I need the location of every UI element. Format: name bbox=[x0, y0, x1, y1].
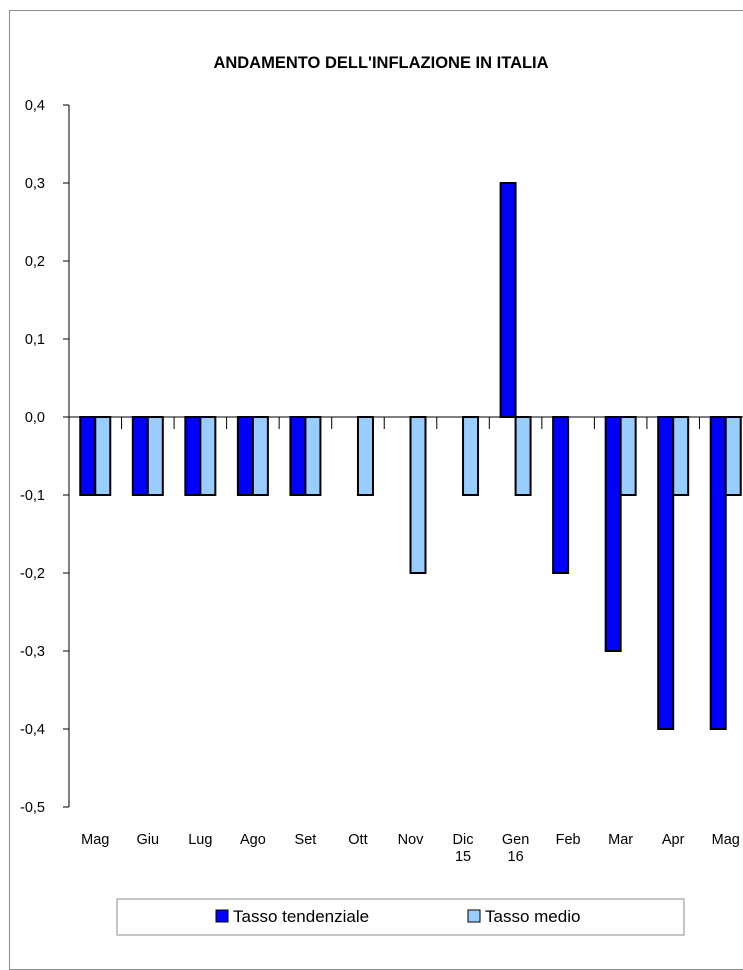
x-tick-label: Giu bbox=[137, 832, 160, 848]
bar-tasso-tendenziale bbox=[657, 416, 675, 730]
y-tick-label: 0,3 bbox=[25, 176, 45, 192]
bar-chart: ANDAMENTO DELL'INFLAZIONE IN ITALIA 0,40… bbox=[20, 54, 743, 936]
y-tick-label: -0,1 bbox=[20, 488, 45, 504]
x-tick-label: Set bbox=[295, 832, 317, 848]
y-tick-label: 0,2 bbox=[25, 254, 45, 270]
y-tick-label: -0,3 bbox=[20, 644, 45, 660]
bar-tasso-tendenziale bbox=[131, 416, 149, 496]
bar-tasso-tendenziale bbox=[289, 416, 307, 496]
legend-box bbox=[116, 898, 685, 936]
legend-swatch bbox=[215, 909, 229, 923]
x-tick-label: Lug bbox=[188, 832, 212, 848]
bar-tasso-tendenziale bbox=[79, 416, 97, 496]
y-tick-label: -0,5 bbox=[20, 800, 45, 816]
x-tick-label: Gen bbox=[502, 832, 529, 848]
bar-tasso-tendenziale bbox=[709, 416, 727, 730]
legend-swatch bbox=[467, 909, 481, 923]
x-tick-label: Ago bbox=[240, 832, 266, 848]
x-tick-label: Mag bbox=[712, 832, 740, 848]
bar-tasso-medio bbox=[619, 416, 637, 496]
x-tick-label: Mar bbox=[608, 832, 633, 848]
chart-title: ANDAMENTO DELL'INFLAZIONE IN ITALIA bbox=[213, 54, 548, 72]
bar-tasso-tendenziale bbox=[552, 416, 570, 574]
bar-tasso-tendenziale bbox=[604, 416, 622, 652]
y-tick-label: 0,4 bbox=[25, 98, 45, 114]
x-tick-label: 16 bbox=[508, 849, 524, 865]
x-tick-label: Apr bbox=[662, 832, 685, 848]
x-tick-label: Dic bbox=[453, 832, 474, 848]
bar-tasso-medio bbox=[409, 416, 427, 574]
bar-tasso-medio bbox=[94, 416, 112, 496]
y-tick-label: -0,2 bbox=[20, 566, 45, 582]
bar-tasso-medio bbox=[304, 416, 322, 496]
y-tick-label: 0,1 bbox=[25, 332, 45, 348]
bar-tasso-tendenziale bbox=[184, 416, 202, 496]
y-tick-label: -0,4 bbox=[20, 722, 45, 738]
legend-label: Tasso tendenziale bbox=[233, 907, 369, 926]
x-tick-label: 15 bbox=[455, 849, 471, 865]
bar-tasso-medio bbox=[462, 416, 480, 496]
x-tick-label: Ott bbox=[348, 832, 367, 848]
y-tick-label: 0,0 bbox=[25, 410, 45, 426]
x-tick-label: Nov bbox=[398, 832, 425, 848]
legend: Tasso tendenziale Tasso medio bbox=[116, 898, 685, 936]
axes: 0,4 0,3 0,2 0,1 0,0 -0,1 -0,2 -0,3 -0,4 -0,5 Mag Gi… bbox=[20, 98, 743, 865]
bar-tasso-medio bbox=[146, 416, 164, 496]
bar-tasso-tendenziale bbox=[236, 416, 254, 496]
bar-tasso-medio bbox=[724, 416, 742, 496]
bar-tasso-medio bbox=[672, 416, 690, 496]
bar-tasso-tendenziale bbox=[499, 182, 517, 418]
bar-tasso-medio bbox=[199, 416, 217, 496]
bar-tasso-medio bbox=[514, 416, 532, 496]
bar-tasso-medio bbox=[356, 416, 374, 496]
bars bbox=[79, 182, 742, 730]
x-tick-label: Feb bbox=[556, 832, 581, 848]
bar-tasso-medio bbox=[251, 416, 269, 496]
legend-label: Tasso medio bbox=[485, 907, 580, 926]
x-tick-label: Mag bbox=[81, 832, 109, 848]
